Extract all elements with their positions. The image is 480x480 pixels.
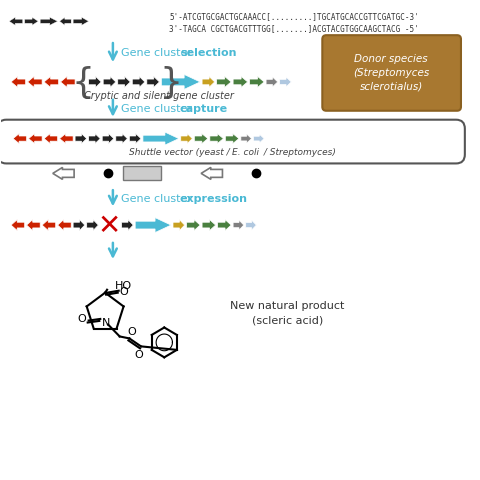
FancyArrow shape — [26, 220, 40, 231]
Text: Gene cluster: Gene cluster — [120, 48, 195, 58]
FancyArrow shape — [173, 220, 185, 231]
FancyArrow shape — [27, 77, 42, 88]
FancyArrow shape — [280, 78, 291, 88]
FancyArrow shape — [121, 220, 133, 231]
FancyArrow shape — [118, 77, 131, 88]
FancyArrow shape — [28, 134, 42, 144]
FancyArrow shape — [253, 135, 264, 144]
FancyArrow shape — [241, 135, 252, 144]
FancyArrow shape — [143, 133, 179, 146]
FancyArrow shape — [202, 77, 215, 88]
FancyArrow shape — [44, 77, 59, 88]
Text: Donor species
(Streptomyces
sclerotialus): Donor species (Streptomyces sclerotialus… — [353, 54, 429, 92]
FancyBboxPatch shape — [322, 36, 461, 111]
FancyArrow shape — [194, 134, 208, 144]
FancyArrow shape — [13, 134, 26, 144]
FancyArrow shape — [102, 134, 114, 144]
Text: New natural product
(scleric acid): New natural product (scleric acid) — [230, 300, 345, 325]
Text: 3'-TAGCA CGCTGACGTTTGG[.......]ACGTACGTGGCAAGCTACG -5': 3'-TAGCA CGCTGACGTTTGG[.......]ACGTACGTG… — [169, 24, 419, 33]
FancyArrow shape — [233, 221, 244, 230]
FancyArrow shape — [87, 220, 98, 231]
FancyArrow shape — [9, 18, 23, 26]
Bar — [122, 167, 161, 181]
FancyArrow shape — [201, 168, 222, 180]
Text: Gene cluster: Gene cluster — [120, 194, 195, 204]
Text: Cryptic and silent gene cluster: Cryptic and silent gene cluster — [84, 91, 233, 101]
Text: O: O — [127, 327, 136, 337]
Text: expression: expression — [180, 194, 248, 204]
Text: E. coli: E. coli — [232, 148, 259, 156]
Text: Shuttle vector (yeast /: Shuttle vector (yeast / — [129, 148, 232, 156]
Text: {: { — [72, 66, 95, 100]
Text: ✕: ✕ — [97, 212, 120, 240]
FancyArrow shape — [44, 134, 58, 144]
FancyArrow shape — [116, 134, 127, 144]
FancyArrow shape — [11, 220, 24, 231]
FancyArrow shape — [181, 134, 192, 144]
FancyArrow shape — [187, 220, 200, 231]
Text: Gene cluster: Gene cluster — [120, 104, 195, 114]
FancyArrow shape — [226, 134, 239, 144]
FancyArrow shape — [135, 218, 171, 233]
FancyArrow shape — [217, 220, 231, 231]
FancyArrow shape — [250, 77, 264, 88]
Text: }: } — [159, 66, 182, 100]
FancyArrow shape — [11, 77, 25, 88]
FancyArrow shape — [103, 77, 116, 88]
Text: capture: capture — [180, 104, 228, 114]
FancyArrow shape — [42, 220, 56, 231]
FancyArrow shape — [73, 220, 85, 231]
FancyArrow shape — [161, 75, 200, 90]
Text: 5'-ATCGTGCGACTGCAAACC[.........]TGCATGCACCGTTCGATGC-3': 5'-ATCGTGCGACTGCAAACC[.........]TGCATGCA… — [169, 12, 419, 21]
FancyArrow shape — [132, 77, 145, 88]
FancyArrow shape — [53, 168, 74, 180]
Text: HO: HO — [115, 280, 132, 290]
FancyArrow shape — [40, 18, 58, 26]
FancyArrow shape — [24, 18, 38, 26]
Text: O: O — [135, 349, 144, 360]
FancyArrow shape — [202, 220, 216, 231]
FancyArrow shape — [89, 77, 101, 88]
FancyArrow shape — [130, 134, 141, 144]
FancyArrow shape — [58, 220, 71, 231]
Text: O: O — [77, 313, 86, 323]
FancyArrow shape — [233, 77, 248, 88]
FancyArrow shape — [60, 134, 73, 144]
FancyArrow shape — [73, 18, 89, 26]
FancyBboxPatch shape — [0, 120, 465, 164]
Text: O: O — [119, 286, 128, 296]
FancyArrow shape — [147, 77, 159, 88]
Text: N: N — [102, 317, 110, 327]
FancyArrow shape — [60, 77, 75, 88]
FancyArrow shape — [266, 78, 278, 88]
FancyArrow shape — [216, 77, 231, 88]
FancyArrow shape — [246, 221, 256, 230]
Text: / Streptomyces): / Streptomyces) — [261, 148, 336, 156]
Text: selection: selection — [180, 48, 236, 58]
FancyArrow shape — [89, 134, 100, 144]
FancyArrow shape — [60, 18, 71, 26]
FancyArrow shape — [210, 134, 223, 144]
FancyArrow shape — [75, 134, 87, 144]
